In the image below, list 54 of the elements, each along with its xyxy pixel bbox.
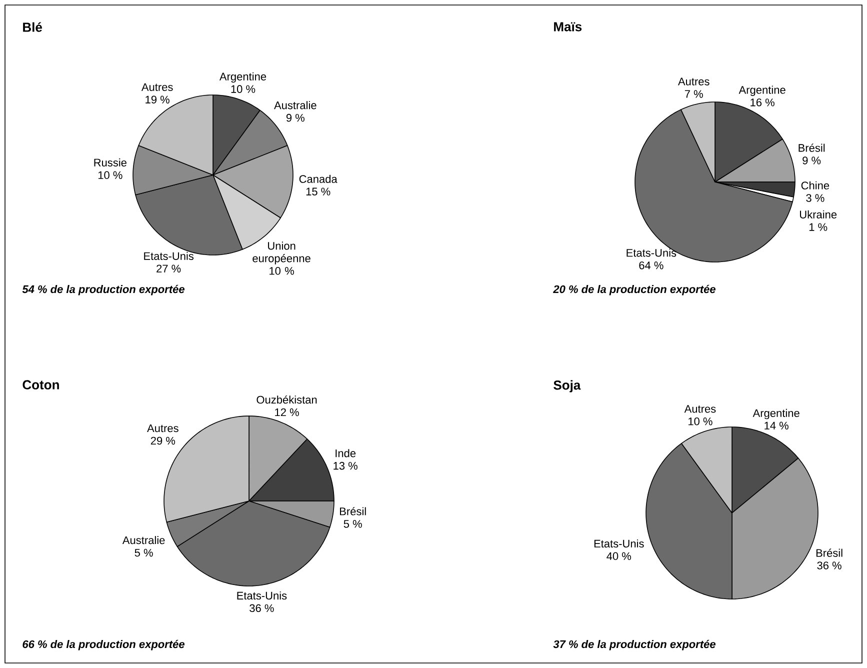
data-label: 10 % — [688, 417, 712, 426]
slice-label: Australie — [274, 101, 316, 110]
text: 20 % de la production exportée — [553, 284, 716, 296]
slice-label: Etats-Unis — [144, 252, 194, 260]
text: 54 % de la production exportée — [22, 284, 184, 296]
data-label: 27 % — [156, 264, 181, 272]
text: 37 % de la production exportée — [553, 640, 716, 650]
slice-label: Argentine — [752, 408, 800, 420]
slice-label: Brésil — [798, 144, 825, 152]
slice-label: Chine — [801, 181, 830, 190]
slice-label: Argentine — [738, 86, 786, 96]
slice-label: Ouzbékistan — [256, 395, 317, 404]
data-label: 16 % — [750, 98, 774, 106]
slice-label: Etats-Unis — [237, 591, 287, 600]
data-label: 9 % — [802, 156, 821, 164]
data-label: 36 % — [817, 562, 842, 570]
slice-label: Inde — [336, 449, 356, 458]
data-label: 5 % — [134, 548, 153, 557]
slice-label: Autres — [678, 78, 710, 86]
data-label: 3 % — [806, 194, 824, 202]
text: 66 % de la production exportée — [22, 640, 184, 650]
slice-label: Canada — [299, 174, 338, 183]
chart-title: Soja — [554, 380, 581, 392]
data-label: 9 % — [286, 114, 304, 122]
data-label: 1 % — [809, 223, 828, 231]
data-label: 13 % — [334, 462, 358, 470]
slice-label: Brésil — [340, 507, 366, 516]
slice-label: Brésil — [816, 548, 842, 557]
data-label: 29 % — [150, 436, 176, 445]
slice-label: Etats-Unis — [626, 248, 676, 257]
slice-label: Union européenne — [252, 242, 310, 264]
data-label: 12 % — [275, 408, 299, 416]
slice-label: Etats-Unis — [594, 539, 644, 548]
data-label: 10 % — [231, 85, 256, 93]
chart-title: Maïs — [554, 22, 582, 32]
data-label: 10 % — [98, 171, 122, 179]
chart-title: Coton — [22, 380, 59, 390]
slice-label: Argentine — [219, 72, 266, 83]
data-label: 15 % — [306, 188, 330, 196]
slice-label: Autres — [684, 405, 716, 413]
slice-label: Russie — [94, 158, 126, 166]
slice-label: Autres — [141, 83, 173, 91]
slice-label: Ukraine — [800, 210, 837, 218]
data-label: 64 % — [639, 261, 664, 270]
slice-label: Autres — [147, 424, 178, 432]
data-label: 10 % — [270, 266, 294, 275]
data-label: 19 % — [146, 96, 170, 104]
chart-title: Blé — [23, 22, 42, 32]
data-label: 7 % — [684, 90, 703, 98]
data-label: 40 % — [606, 552, 632, 560]
data-label: 14 % — [764, 422, 788, 430]
data-label: 5 % — [344, 520, 362, 528]
slice-label: Australie — [122, 536, 165, 544]
data-label: 36 % — [250, 604, 274, 612]
